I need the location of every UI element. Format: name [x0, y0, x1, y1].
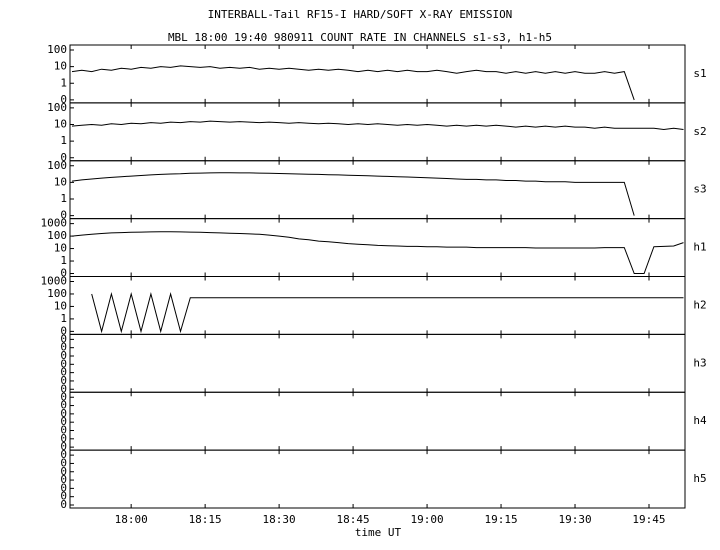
y-tick-label: 1 [60, 192, 67, 205]
y-tick-label: 0 [60, 374, 67, 387]
y-tick-label: 100 [47, 159, 67, 172]
y-tick-label: 0 [60, 267, 67, 280]
y-tick-label: 1 [60, 254, 67, 267]
y-tick-label: 100 [47, 287, 67, 300]
panel-label: s2 [693, 125, 706, 138]
panel-frame [69, 333, 686, 393]
y-tick-label: 0 [60, 209, 67, 222]
data-line [71, 172, 635, 216]
y-tick-label: 0 [60, 332, 67, 345]
data-line [71, 231, 684, 274]
panel-label: h4 [693, 414, 707, 427]
panel-label: h3 [693, 356, 706, 369]
y-tick-label: 0 [60, 498, 67, 511]
panel-frame [69, 391, 686, 451]
y-tick-label: 0 [60, 432, 67, 445]
y-tick-label: 100 [47, 229, 67, 242]
chart-title: INTERBALL-Tail RF15-I HARD/SOFT X-RAY EM… [208, 8, 513, 21]
y-tick-label: 10 [54, 175, 67, 188]
y-tick-label: 10 [54, 60, 67, 73]
y-tick-label: 10 [54, 299, 67, 312]
y-tick-label: 10 [54, 118, 67, 131]
panel-label: h2 [693, 298, 706, 311]
panel-label: s3 [693, 183, 706, 196]
x-tick-label: 19:00 [411, 513, 444, 526]
y-tick-label: 0 [60, 424, 67, 437]
x-tick-label: 18:00 [115, 513, 148, 526]
x-tick-label: 19:15 [484, 513, 517, 526]
x-tick-label: 18:15 [189, 513, 222, 526]
y-tick-label: 0 [60, 490, 67, 503]
y-tick-label: 0 [60, 399, 67, 412]
y-tick-label: 0 [60, 456, 67, 469]
panel-label: s1 [693, 67, 706, 80]
panel-frame [69, 102, 686, 162]
y-tick-label: 0 [60, 415, 67, 428]
panel-label: h5 [693, 472, 706, 485]
y-tick-label: 1 [60, 76, 67, 89]
x-tick-label: 19:30 [558, 513, 591, 526]
y-tick-label: 0 [60, 349, 67, 362]
y-tick-label: 0 [60, 465, 67, 478]
chart-subtitle: MBL 18:00 19:40 980911 COUNT RATE IN CHA… [168, 31, 552, 44]
y-tick-label: 0 [60, 341, 67, 354]
x-tick-label: 18:30 [263, 513, 296, 526]
y-tick-label: 0 [60, 357, 67, 370]
y-tick-label: 0 [60, 407, 67, 420]
y-tick-label: 1000 [41, 275, 68, 288]
y-tick-label: 1 [60, 134, 67, 147]
y-tick-label: 100 [47, 101, 67, 114]
x-axis-label: time UT [355, 526, 402, 539]
y-tick-label: 0 [60, 440, 67, 453]
y-tick-label: 0 [60, 448, 67, 461]
y-tick-label: 0 [60, 366, 67, 379]
data-line [71, 65, 635, 101]
y-tick-label: 0 [60, 93, 67, 106]
panel-frame [69, 44, 686, 104]
x-tick-label: 19:45 [632, 513, 665, 526]
y-tick-label: 0 [60, 324, 67, 337]
panel-frame [69, 160, 686, 220]
y-tick-label: 1 [60, 312, 67, 325]
panel-label: h1 [693, 241, 706, 254]
y-tick-label: 10 [54, 242, 67, 255]
y-tick-label: 0 [60, 473, 67, 486]
y-tick-label: 1000 [41, 217, 68, 230]
data-line [71, 120, 684, 131]
x-tick-label: 18:45 [337, 513, 370, 526]
panel-frame [69, 449, 686, 509]
y-tick-label: 0 [60, 481, 67, 494]
data-line [91, 292, 684, 334]
y-tick-label: 0 [60, 151, 67, 164]
y-tick-label: 0 [60, 390, 67, 403]
y-tick-label: 100 [47, 43, 67, 56]
y-tick-label: 0 [60, 382, 67, 395]
